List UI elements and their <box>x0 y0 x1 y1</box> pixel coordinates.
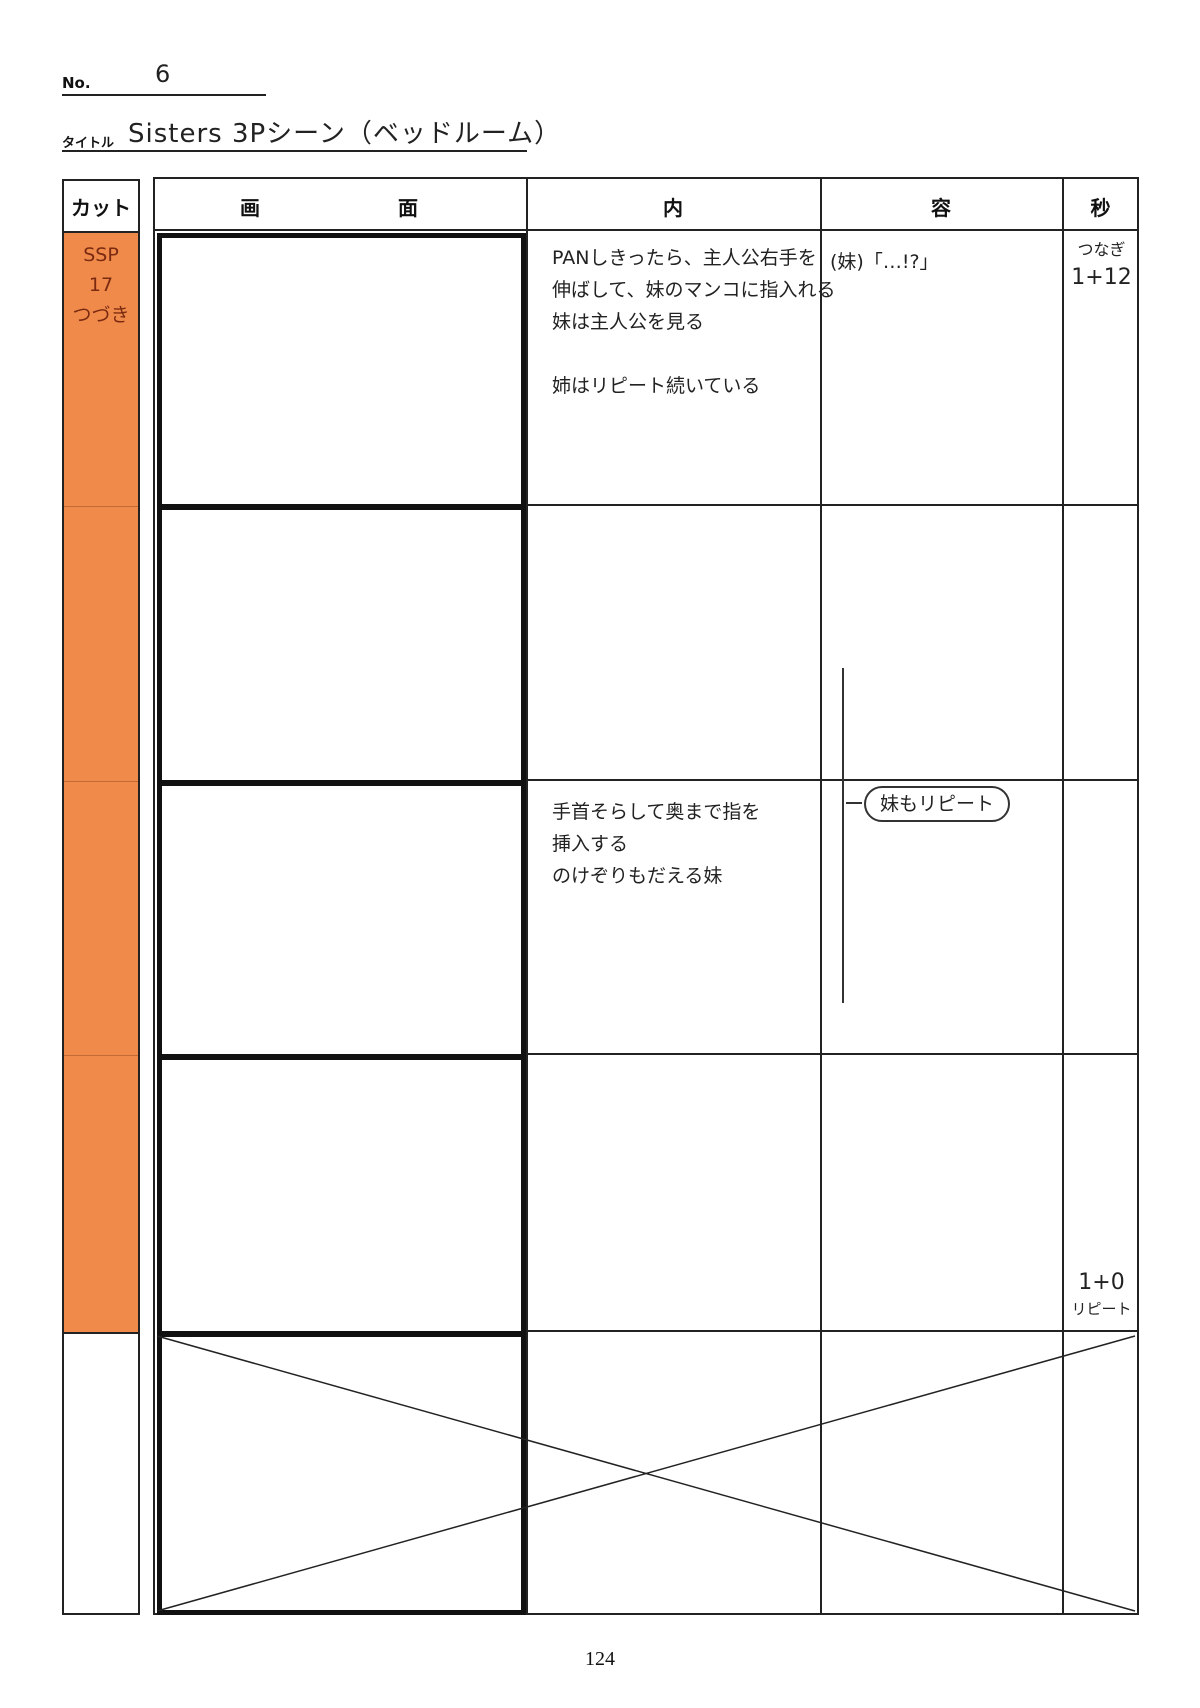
frame-1 <box>157 233 526 509</box>
picture-header-2: 面 <box>398 196 418 220</box>
note-spacer <box>552 338 835 370</box>
cut-divider <box>64 781 138 782</box>
row-divider <box>526 1330 1139 1332</box>
continuation-line <box>842 668 844 1003</box>
picture-header-1: 画 <box>240 196 260 220</box>
no-value: 6 <box>155 60 171 88</box>
row-1-notes: PANしきったら、主人公右手を 伸ばして、妹のマンコに指入れる 妹は主人公を見る… <box>552 242 835 402</box>
seconds-header: 秒 <box>1090 196 1111 220</box>
frame-4 <box>157 1055 526 1336</box>
no-underline <box>62 94 266 96</box>
row-4-seconds: 1+0 リピート <box>1064 1270 1139 1322</box>
note-line: PANしきったら、主人公右手を <box>552 247 817 269</box>
main-table <box>153 177 1139 1615</box>
cut-header: カット <box>71 196 131 220</box>
row-1-seconds: つなぎ 1+12 <box>1064 236 1139 292</box>
row-3-dialogue: 妹もリピート <box>864 786 1011 822</box>
column-divider <box>526 177 528 1615</box>
cut-number: SSP 17 つづき <box>72 244 130 326</box>
continuation-tick <box>846 802 862 804</box>
content-header-2: 容 <box>931 196 951 220</box>
note-line: 手首そらして奥まで指を <box>552 801 761 823</box>
row-divider <box>526 504 1139 506</box>
crossed-out-row <box>156 1335 1136 1612</box>
cut-highlight <box>64 233 138 1332</box>
note-line: 挿入する <box>552 833 629 855</box>
title-label: タイトル <box>62 136 115 151</box>
title-value: Sisters 3Pシーン（ベッドルーム） <box>128 119 562 149</box>
row-3-notes: 手首そらして奥まで指を 挿入する のけぞりもだえる妹 <box>552 796 760 892</box>
seconds-value: 1+12 <box>1071 265 1132 290</box>
column-divider <box>820 177 822 1615</box>
no-label: No. <box>62 74 91 92</box>
title-underline <box>62 150 527 152</box>
seconds-value: 1+0 <box>1078 1270 1125 1295</box>
cut-divider <box>64 506 138 507</box>
seconds-note: つなぎ <box>1077 240 1126 259</box>
cut-header-divider <box>62 231 140 233</box>
row-1-dialogue: (妹)「…!?」 <box>830 251 939 273</box>
note-line: のけぞりもだえる妹 <box>552 865 723 887</box>
cut-column <box>62 179 140 1615</box>
page-number: 124 <box>585 1648 615 1670</box>
frame-2 <box>157 505 526 785</box>
note-line: 姉はリピート続いている <box>552 375 761 397</box>
seconds-note: リピート <box>1071 1300 1132 1318</box>
note-line: 伸ばして、妹のマンコに指入れる <box>552 279 836 301</box>
note-line: 妹は主人公を見る <box>552 311 705 333</box>
header-divider <box>153 229 1139 231</box>
cut-divider <box>64 1055 138 1056</box>
column-divider <box>1062 177 1064 1615</box>
frame-3 <box>157 781 526 1059</box>
row-divider <box>526 779 1139 781</box>
cut-divider <box>62 1332 140 1334</box>
frame-5 <box>157 1332 526 1615</box>
content-header-1: 内 <box>663 196 683 220</box>
row-divider <box>526 1053 1139 1055</box>
